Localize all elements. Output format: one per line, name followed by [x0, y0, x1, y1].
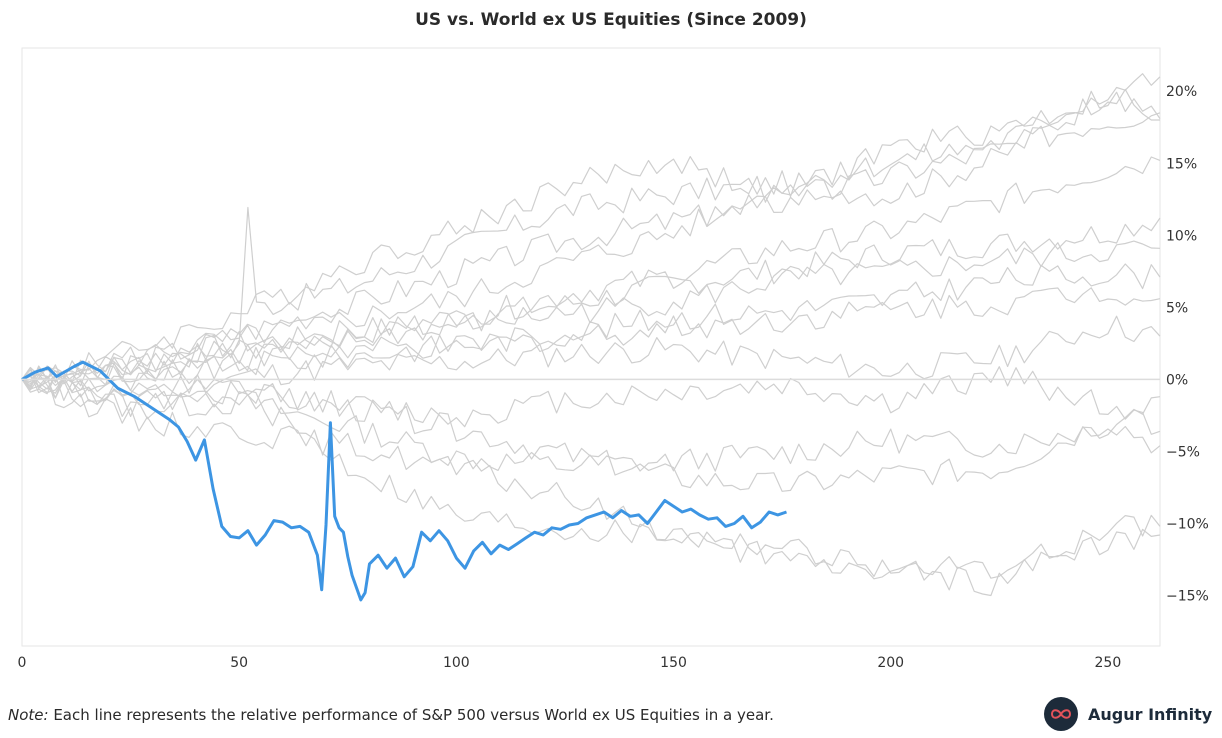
- background-series-line: [21, 156, 1161, 390]
- y-tick-label: 10%: [1166, 228, 1197, 244]
- x-tick-label: 0: [18, 655, 27, 671]
- brand-name: Augur Infinity: [1088, 704, 1213, 724]
- background-series-line: [21, 287, 1161, 391]
- x-tick-label: 100: [443, 655, 470, 671]
- background-series-line: [21, 88, 1160, 390]
- background-series-line: [21, 73, 1161, 382]
- brand-logo: [1044, 697, 1078, 731]
- background-series-line: [21, 366, 1161, 435]
- y-tick-label: 5%: [1166, 300, 1188, 316]
- y-tick-label: 15%: [1166, 156, 1197, 172]
- y-tick-label: 20%: [1166, 84, 1197, 100]
- y-tick-label: −15%: [1166, 589, 1209, 605]
- background-series-line: [21, 315, 1161, 396]
- background-series-line: [21, 263, 1161, 393]
- note-text: Each line represents the relative perfor…: [48, 706, 774, 724]
- x-tick-label: 200: [877, 655, 904, 671]
- y-tick-label: −10%: [1166, 517, 1209, 533]
- background-series-line: [21, 376, 1161, 492]
- brand: Augur Infinity: [1044, 697, 1212, 731]
- infinity-icon: [1050, 709, 1072, 719]
- y-tick-label: −5%: [1166, 444, 1200, 460]
- chart-title: US vs. World ex US Equities (Since 2009): [415, 10, 807, 30]
- background-series-line: [21, 373, 1161, 472]
- x-tick-label: 50: [230, 655, 248, 671]
- y-tick-label: 0%: [1166, 372, 1188, 388]
- highlight-series-line: [21, 360, 787, 602]
- x-tick-label: 150: [660, 655, 687, 671]
- background-series-line: [21, 90, 1161, 390]
- axes-group: 0 50 100 150 200 250 20% 15% 10% 5% 0% −5% −10% −15%: [18, 84, 1209, 671]
- plot-area-frame: [21, 47, 1161, 647]
- highlight-series-group: [21, 360, 787, 602]
- background-series-group: [21, 73, 1161, 597]
- background-series-line: [21, 374, 1161, 597]
- background-series-line: [21, 217, 1161, 388]
- background-series-line: [21, 376, 1161, 580]
- note-prefix: Note:: [8, 706, 49, 724]
- footnote: Note: Each line represents the relative …: [8, 706, 774, 724]
- x-tick-label: 250: [1095, 655, 1122, 671]
